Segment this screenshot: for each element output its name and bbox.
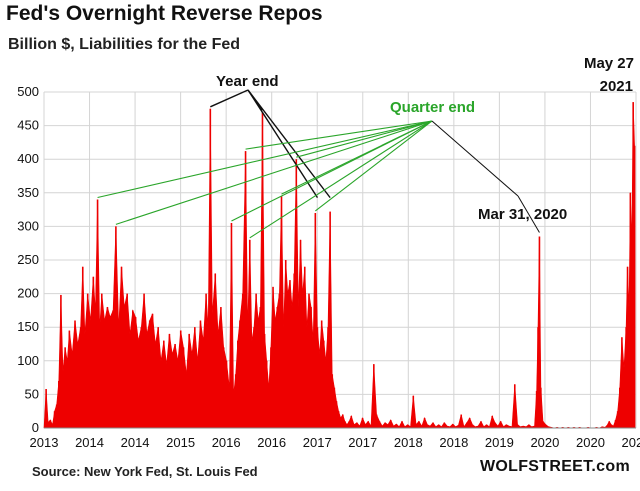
year-end-label: Year end	[216, 73, 279, 90]
y-tick-label: 0	[32, 420, 39, 435]
mar-2020-leader	[517, 195, 540, 233]
chart-source: Source: New York Fed, St. Louis Fed	[32, 464, 258, 479]
quarter-end-leader	[314, 120, 433, 212]
quarter-end-leader	[115, 120, 433, 225]
quarter-end-leader	[281, 120, 433, 195]
x-tick-label: 2020	[530, 435, 559, 450]
y-tick-label: 250	[17, 252, 39, 267]
quarter-end-leader	[97, 120, 433, 199]
x-tick-label: 2016	[257, 435, 286, 450]
may-2021-year-label: 2021	[600, 78, 633, 95]
x-tick-label: 2018	[394, 435, 423, 450]
x-tick-label: 2014	[121, 435, 150, 450]
watermark-logo: WOLFSTREET.com	[480, 458, 630, 475]
may-27-label: May 27	[584, 55, 634, 72]
y-tick-label: 150	[17, 319, 39, 334]
x-tick-label: 2020	[576, 435, 605, 450]
mar-2020-label: Mar 31, 2020	[478, 206, 567, 223]
quarter-end-leader	[296, 120, 433, 158]
series-area	[43, 102, 635, 429]
x-tick-label: 2013	[30, 435, 59, 450]
x-tick-label: 2017	[348, 435, 377, 450]
y-tick-label: 200	[17, 286, 39, 301]
x-tick-label: 2019	[485, 435, 514, 450]
chart-title: Fed's Overnight Reverse Repos	[6, 2, 323, 25]
year-end-leader	[210, 89, 249, 108]
x-tick-label: 2017	[303, 435, 332, 450]
mar-2020-leader	[431, 120, 519, 197]
y-tick-label: 400	[17, 151, 39, 166]
x-tick-label: 2018	[439, 435, 468, 450]
y-tick-label: 300	[17, 218, 39, 233]
x-tick-label: 2016	[212, 435, 241, 450]
x-tick-label: 2015	[166, 435, 195, 450]
y-tick-label: 450	[17, 118, 39, 133]
y-tick-label: 50	[25, 386, 39, 401]
y-tick-label: 350	[17, 185, 39, 200]
year-end-leader	[247, 89, 331, 199]
y-tick-label: 100	[17, 353, 39, 368]
y-tick-label: 500	[17, 84, 39, 99]
quarter-end-leader	[245, 120, 433, 150]
quarter-end-label: Quarter end	[390, 99, 475, 116]
quarter-end-leader	[249, 120, 433, 239]
x-tick-label: 2021	[622, 435, 640, 450]
chart-subtitle: Billion $, Liabilities for the Fed	[8, 36, 241, 53]
x-tick-label: 2014	[75, 435, 104, 450]
